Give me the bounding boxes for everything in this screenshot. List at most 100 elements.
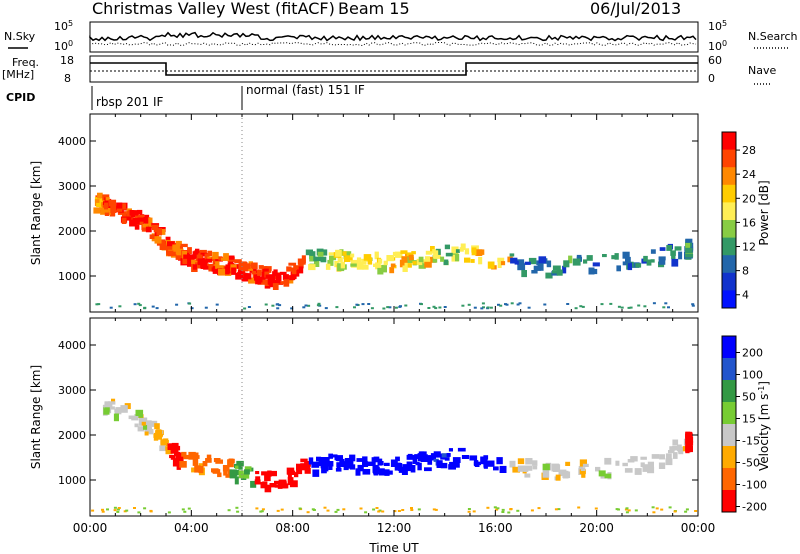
data-cell <box>187 259 194 267</box>
ground-cell <box>427 307 431 309</box>
colorbar-swatch <box>722 290 736 309</box>
data-cell <box>325 263 331 270</box>
ground-cell <box>155 307 159 310</box>
ground-cell <box>481 302 485 305</box>
data-cell <box>509 460 516 468</box>
data-cell <box>455 253 460 262</box>
data-cell <box>659 247 666 251</box>
data-cell <box>195 262 201 269</box>
ground-cell <box>175 303 179 306</box>
data-cell <box>464 248 470 255</box>
ground-cell <box>581 305 585 308</box>
ground-cell <box>361 303 365 306</box>
colorbar-swatch <box>722 167 736 186</box>
data-cell <box>545 272 553 279</box>
data-cell <box>251 262 258 270</box>
ground-cell <box>497 303 500 306</box>
data-cell <box>399 466 407 471</box>
data-cell <box>174 451 181 457</box>
ground-cell <box>655 507 659 510</box>
ground-cell <box>372 508 376 511</box>
data-cell <box>218 268 226 276</box>
data-cell <box>390 459 398 467</box>
data-cell <box>408 254 414 261</box>
ground-cell <box>434 307 438 310</box>
ground-cell <box>137 302 141 305</box>
colorbar-swatch <box>722 358 736 381</box>
ground-cell <box>480 307 484 310</box>
ground-cell <box>627 306 631 309</box>
data-cell <box>243 273 252 280</box>
ground-cell <box>473 306 477 309</box>
data-cell <box>334 261 339 268</box>
data-cell <box>122 211 130 218</box>
data-cell <box>671 255 676 260</box>
data-cell <box>267 470 272 477</box>
data-cell <box>276 273 282 281</box>
ground-cell <box>243 307 247 310</box>
ground-cell <box>133 303 137 306</box>
data-cell <box>578 466 583 472</box>
data-cell <box>435 248 441 255</box>
ground-cell <box>137 511 141 514</box>
data-cell <box>525 458 533 465</box>
data-cell <box>685 437 690 443</box>
data-cell <box>244 466 252 471</box>
colorbar-tick: 24 <box>742 168 756 181</box>
data-cell <box>546 260 552 268</box>
data-cell <box>586 255 593 261</box>
x-tick-label: 12:00 <box>377 521 412 535</box>
ground-cell <box>97 303 101 306</box>
ground-cell <box>276 307 280 310</box>
data-cell <box>93 207 101 214</box>
data-cell <box>287 277 294 284</box>
nave-tick-top: 60 <box>708 54 722 67</box>
data-cell <box>616 265 621 272</box>
ground-cell <box>417 508 421 511</box>
data-cell <box>311 461 320 468</box>
data-cell <box>217 472 222 478</box>
data-cell <box>243 473 250 479</box>
data-cell <box>403 261 411 267</box>
data-cell <box>219 265 228 272</box>
data-cell <box>563 260 570 268</box>
data-cell <box>176 240 182 247</box>
data-cell <box>440 462 448 469</box>
velocity-panel: 1000 2000 3000 4000 00:00 04:00 08:00 12:00 16:… <box>29 317 771 535</box>
data-cell <box>448 448 453 452</box>
ground-cell <box>227 509 231 512</box>
ground-cell <box>336 508 340 511</box>
data-cell <box>635 263 642 268</box>
data-cell <box>257 276 263 283</box>
data-cell <box>262 481 268 488</box>
data-cell <box>167 241 175 247</box>
data-cell <box>362 461 369 467</box>
data-cell <box>384 469 390 476</box>
ground-cell <box>443 306 447 308</box>
data-cell <box>678 251 683 260</box>
data-cell <box>401 467 408 475</box>
data-cell <box>221 257 229 261</box>
data-cell <box>191 467 197 473</box>
data-cell <box>433 250 439 258</box>
data-cell <box>678 447 683 453</box>
data-cell <box>258 265 264 269</box>
data-cell <box>254 479 261 485</box>
nave-tick-bottom: 0 <box>708 72 715 85</box>
data-cell <box>207 256 212 261</box>
data-cell <box>113 413 119 422</box>
data-cell <box>417 462 422 471</box>
data-cell <box>137 426 145 432</box>
ground-cell <box>691 303 695 306</box>
data-cell <box>318 460 327 467</box>
ground-cell <box>247 306 251 308</box>
data-cell <box>104 407 110 412</box>
ground-cell <box>386 306 390 309</box>
data-cell <box>378 258 383 264</box>
ground-cell <box>138 304 142 307</box>
data-cell <box>552 270 558 274</box>
ground-cell <box>615 508 619 511</box>
data-cell <box>524 261 531 265</box>
data-cell <box>334 456 341 461</box>
data-cell <box>287 477 294 486</box>
